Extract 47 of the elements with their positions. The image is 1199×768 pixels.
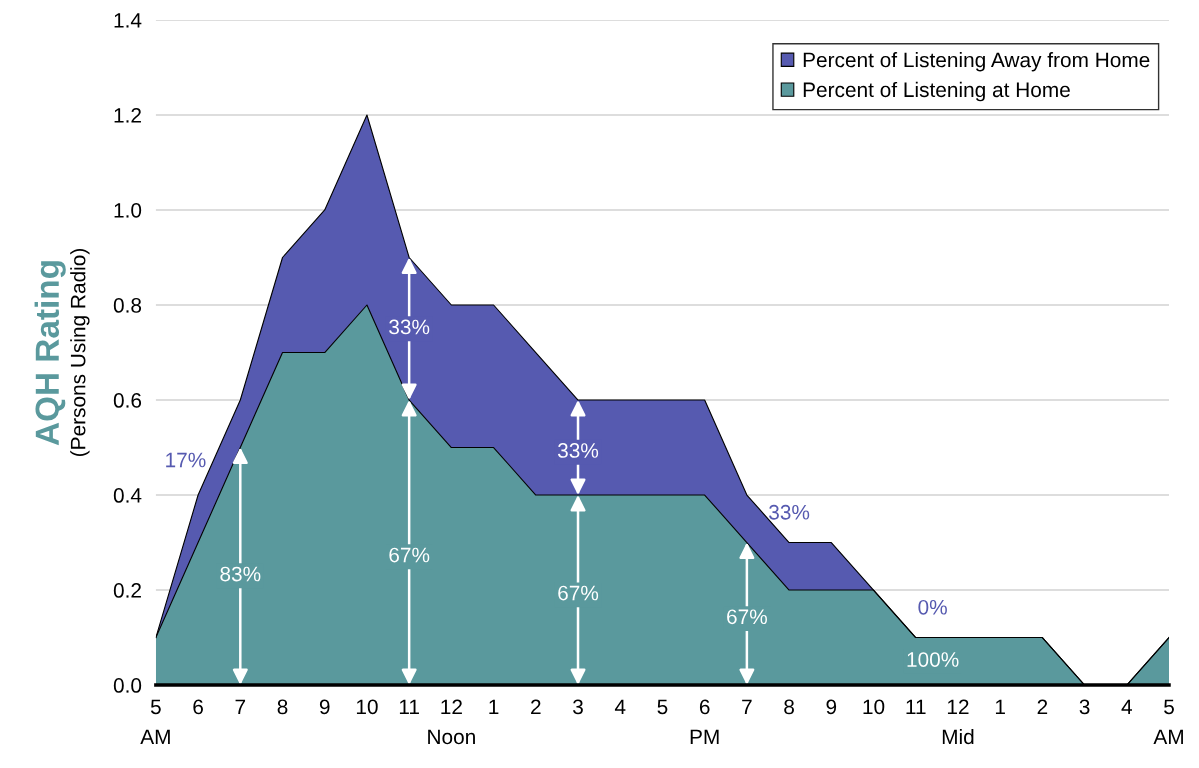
x-tick-label: 9 bbox=[826, 699, 837, 715]
annotation: 17% bbox=[166, 452, 206, 468]
annotation: 0% bbox=[918, 599, 947, 615]
annotation: 100% bbox=[907, 652, 959, 667]
x-tick-label: 7 bbox=[742, 699, 752, 715]
x-tick-label: 12 Mid bbox=[942, 699, 974, 745]
text: (Persons Using Radio) bbox=[70, 249, 90, 456]
y-tick-label: 0.6 bbox=[113, 393, 142, 408]
legend-label: Percent of Listening Away from Home bbox=[803, 52, 1150, 72]
annotation: 33% bbox=[769, 504, 810, 520]
x-tick-label: 6 bbox=[193, 699, 203, 715]
x-tick-label: 12 Noon bbox=[428, 699, 475, 745]
x-tick-label: 5 AM bbox=[140, 699, 170, 745]
y-axis-title: AQH Rating bbox=[34, 261, 66, 446]
legend-label: Percent of Listening at Home bbox=[803, 81, 1070, 102]
x-tick-label: 5 AM bbox=[1153, 699, 1183, 745]
y-tick-label: 1.0 bbox=[114, 202, 142, 218]
annotation: 67% bbox=[727, 609, 767, 625]
x-tick-label: 6 PM bbox=[690, 699, 719, 745]
x-tick-label: 1 bbox=[995, 699, 1005, 715]
x-tick-label: 8 bbox=[784, 699, 794, 715]
annotation: 83% bbox=[220, 566, 261, 582]
y-tick-label: 0.8 bbox=[113, 298, 142, 313]
x-tick-label: 7 bbox=[235, 699, 246, 715]
y-tick-label: 0.4 bbox=[113, 488, 142, 503]
y-tick-label: 1.2 bbox=[114, 107, 141, 123]
x-tick-label: 3 bbox=[1079, 699, 1090, 715]
x-tick-label: 2 bbox=[531, 699, 541, 715]
annotation: 67% bbox=[558, 585, 599, 601]
annotation: 33% bbox=[389, 319, 430, 335]
x-tick-label: 11 bbox=[399, 699, 419, 715]
x-tick-label: 10 bbox=[356, 699, 378, 715]
x-tick-label: 9 bbox=[319, 699, 330, 715]
x-tick-label: 10 bbox=[863, 699, 885, 715]
y-tick-label: 0.0 bbox=[113, 678, 142, 693]
x-tick-label: 11 bbox=[906, 699, 926, 715]
x-tick-label: 3 bbox=[573, 699, 583, 715]
y-tick-label: 0.2 bbox=[113, 583, 141, 598]
x-tick-label: 8 bbox=[277, 699, 288, 715]
x-tick-label: 4 bbox=[614, 699, 626, 715]
annotation: 33% bbox=[557, 443, 599, 458]
x-tick-label: 2 bbox=[1037, 699, 1048, 715]
x-tick-label: 1 bbox=[489, 699, 499, 715]
x-tick-label: 5 bbox=[657, 699, 668, 715]
y-tick-label: 1.4 bbox=[114, 13, 142, 28]
annotation: 67% bbox=[389, 547, 430, 563]
x-tick-label: 4 bbox=[1121, 699, 1132, 715]
